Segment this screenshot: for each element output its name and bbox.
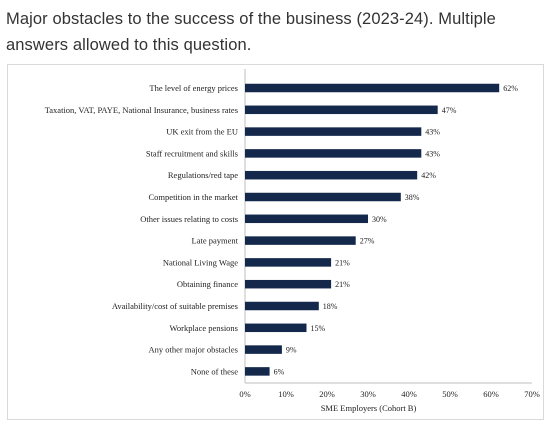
category-labels-group: The level of energy prices Taxation, VAT,… [45,83,239,376]
category-label: UK exit from the EU [166,127,238,137]
bar [245,214,368,224]
chart-heading: Major obstacles to the success of the bu… [6,10,496,54]
category-label: Other issues relating to costs [140,214,238,224]
value-label: 21% [335,258,350,267]
value-label: 27% [360,237,375,246]
value-label: 43% [425,149,440,158]
x-tick-labels-group: 0% 10% 20% 30% 40% 50% 60% 70% [239,389,539,399]
bar [245,105,438,115]
value-label: 47% [442,106,457,115]
x-tick-label: 60% [483,389,499,399]
bar [245,236,356,245]
value-label: 15% [311,324,326,333]
value-label: 30% [372,215,387,224]
category-label: Workplace pensions [170,323,238,333]
category-label: Any other major obstacles [149,345,238,355]
category-label: National Living Wage [163,257,238,267]
x-tick-label: 10% [278,389,294,399]
bar [245,279,332,289]
bar [245,149,422,158]
category-label: Taxation, VAT, PAYE, National Insurance,… [45,105,238,115]
value-label: 6% [274,367,285,376]
value-label: 43% [425,128,440,137]
x-tick-label: 40% [401,389,417,399]
bar [245,170,418,180]
value-label: 38% [405,193,420,202]
value-label: 62% [503,84,518,93]
x-tick-label: 20% [319,389,335,399]
x-tick-label: 50% [442,389,458,399]
category-label: Late payment [192,236,239,246]
bar [245,258,332,267]
value-label: 21% [335,280,350,289]
bar [245,367,270,376]
category-label: None of these [191,366,238,376]
category-label: Regulations/red tape [168,170,238,180]
value-label: 42% [421,171,436,180]
category-label: The level of energy prices [149,83,238,93]
x-tick-label: 70% [524,389,540,399]
bar [245,127,422,136]
value-label: 18% [323,302,338,311]
x-axis-title: SME Employers (Cohort B) [321,403,417,413]
category-label: Availability/cost of suitable premises [112,301,238,311]
bar [245,345,282,354]
category-label: Obtaining finance [177,279,238,289]
category-label: Competition in the market [149,192,239,202]
bar [245,301,319,311]
category-label: Staff recruitment and skills [146,148,238,158]
x-tick-label: 0% [239,389,250,399]
bar [245,192,401,202]
bars-group [245,83,500,376]
value-label: 9% [286,346,297,355]
value-labels-group: 62% 47% 43% 43% 42% 38% 30% 27% 21% 21% 18% 15% 9% 6% [274,84,519,376]
x-tick-label: 30% [360,389,376,399]
bar [245,323,307,333]
bar [245,83,500,93]
